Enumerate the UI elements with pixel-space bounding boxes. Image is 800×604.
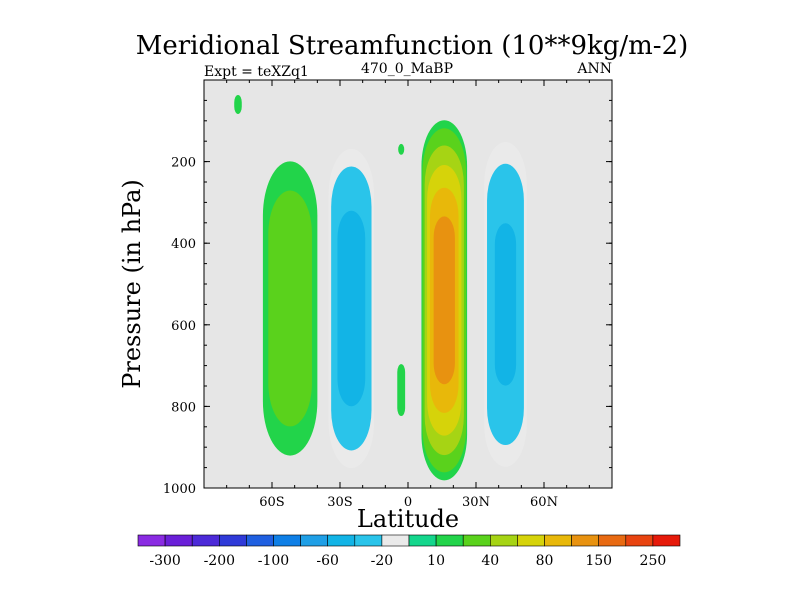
colorbar-label: 40 — [481, 553, 499, 569]
y-tick-label: 400 — [171, 237, 196, 252]
colorbar-swatch — [489, 534, 518, 547]
chart-title: Meridional Streamfunction (10**9kg/m-2) — [136, 31, 689, 61]
colorbar-swatch — [625, 534, 654, 547]
colorbar-swatch — [435, 534, 464, 547]
colorbar-label: -20 — [371, 553, 394, 569]
colorbar-swatch — [381, 534, 410, 547]
colorbar-swatch — [327, 534, 356, 547]
y-tick-label: 800 — [171, 400, 196, 415]
colorbar-swatch — [571, 534, 599, 547]
colorbar-swatch — [354, 534, 383, 547]
colorbar-swatch — [137, 534, 166, 547]
contour-band-small-upper-patch-10 — [398, 143, 405, 155]
colorbar-label: -300 — [149, 553, 180, 569]
colorbar-label: -200 — [204, 553, 235, 569]
x-tick-label: 60N — [530, 495, 558, 510]
colorbar-label: -60 — [316, 553, 339, 569]
colorbar-swatch — [598, 534, 627, 547]
x-tick-label: 60S — [259, 495, 284, 510]
season-label: ANN — [576, 61, 612, 77]
colorbar-label: -100 — [258, 553, 289, 569]
colorbar-label: 10 — [427, 553, 445, 569]
colorbar-swatch — [219, 534, 247, 547]
colorbar-label: 150 — [585, 553, 612, 569]
x-tick-label: 30S — [327, 495, 352, 510]
contour-fills — [234, 94, 527, 481]
contour-band-equatorial-weak-cell-10 — [397, 364, 406, 416]
contour-band-nh-ferrel-cell-40 — [494, 223, 517, 386]
colorbar-swatch — [652, 534, 681, 547]
colorbar: -300 -200 -100 -60 -20 10 40 80 150 250 — [137, 534, 681, 569]
colorbar-swatch — [544, 534, 572, 547]
x-axis-label: Latitude — [357, 505, 459, 533]
x-tick-label: 30N — [462, 495, 490, 510]
colorbar-swatch — [517, 534, 545, 547]
y-tick-label: 600 — [171, 319, 196, 334]
colorbar-swatch — [164, 534, 193, 547]
y-axis: 200 400 600 800 1000 — [163, 99, 612, 497]
colorbar-label: 80 — [536, 553, 554, 569]
y-axis-label: Pressure (in hPa) — [118, 179, 146, 389]
colorbar-label: 250 — [640, 553, 667, 569]
contour-band-sh-ferrel-cell-main-20 — [268, 190, 312, 427]
x-tick-label: 0 — [404, 495, 412, 510]
colorbar-swatch — [408, 534, 437, 547]
x-axis: 60S 30S 0 30N 60N — [203, 80, 613, 510]
contour-band-sh-hadley-cell-40 — [337, 210, 366, 407]
colorbar-swatch — [300, 534, 329, 547]
y-tick-label: 1000 — [163, 482, 196, 497]
colorbar-swatch — [246, 534, 274, 547]
colorbar-swatch — [273, 534, 301, 547]
time-label: 470_0_MaBP — [361, 61, 453, 77]
experiment-label: Expt = teXZq1 — [204, 64, 309, 80]
contour-band-nh-polar-weak-cell-10 — [234, 94, 242, 114]
contour-band-nh-hadley-cell-100 — [433, 216, 455, 385]
y-tick-label: 200 — [171, 156, 196, 171]
colorbar-swatch — [462, 534, 491, 547]
colorbar-swatch — [191, 534, 220, 547]
